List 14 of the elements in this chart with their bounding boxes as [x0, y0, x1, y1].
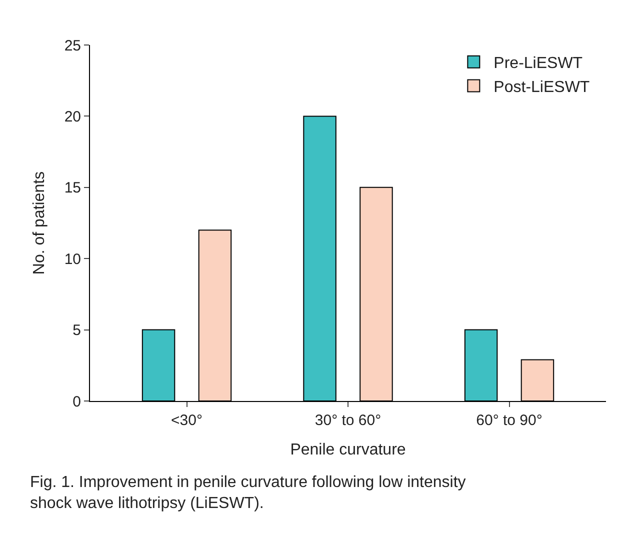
legend-label: Pre-LiESWT: [494, 55, 583, 72]
x-tick-label: 60° to 90°: [476, 412, 542, 429]
y-tick-label: 10: [64, 250, 81, 268]
x-tick-label: 30° to 60°: [314, 412, 382, 429]
x-axis-title: Penile curvature: [290, 442, 406, 459]
y-tick-label: 15: [64, 180, 81, 197]
y-tick-label: 0: [72, 393, 81, 410]
y-tick-label: 20: [64, 108, 81, 126]
x-tick-label: <30°: [171, 412, 202, 429]
legend-label: Post-LiESWT: [494, 78, 590, 96]
caption: Fig. 1. Improvement in penile curvature following low intensity shock wave lithotripsy (LiESWT).: [30, 474, 466, 512]
y-axis-title: No. of patients: [31, 171, 48, 275]
y-tick-label: 5: [72, 322, 81, 340]
y-tick-label: 25: [64, 37, 81, 54]
